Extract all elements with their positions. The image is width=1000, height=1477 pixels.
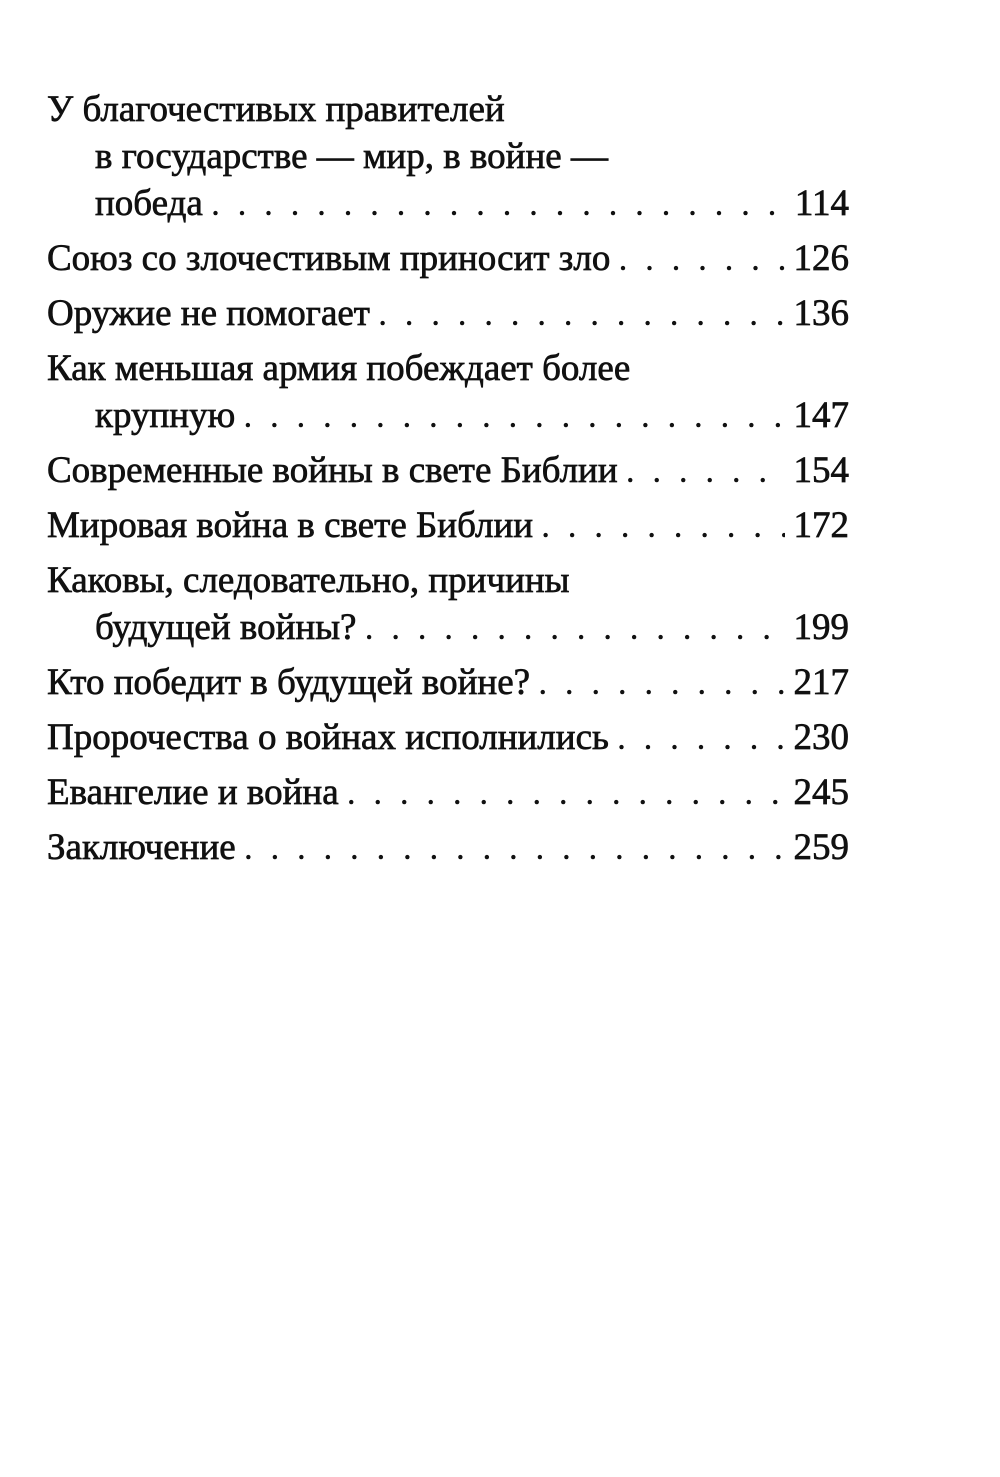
leader-dots [236,824,785,871]
leader-dots [203,180,785,227]
toc-line: Союз со злочестивым приносит зло 126 [47,235,850,282]
toc-entry: У благочестивых правителей в государстве … [47,86,850,227]
toc-entry-title: крупную [95,395,236,437]
toc-line: в государстве — мир, в войне — [47,133,849,180]
toc-entry-title: Каковы, следовательно, причины [47,560,570,602]
toc-line: Пророчества о войнах исполнились 230 [47,714,850,761]
toc-entry-title: Мировая война в свете Библии [47,505,534,547]
toc-entry-title: Союз со злочестивым приносит зло [47,238,611,280]
toc-page-number: 230 [793,717,849,759]
toc-entry: Современные войны в свете Библии 154 [47,447,850,494]
leader-dots [235,392,785,439]
toc-page-number: 172 [793,505,849,547]
table-of-contents: У благочестивых правителей в государстве … [47,86,850,879]
toc-page-number: 154 [793,450,849,492]
toc-page-number: 126 [793,238,849,280]
toc-line: Мировая война в свете Библии 172 [47,502,850,549]
toc-line: победа 114 [47,180,850,227]
toc-entry-title: в государстве — мир, в войне — [95,136,609,178]
toc-entry-title: Оружие не помогает [47,293,371,335]
toc-entry-title: будущей войны? [95,607,357,649]
toc-entry: Оружие не помогает 136 [47,290,850,337]
toc-entry: Союз со злочестивым приносит зло 126 [47,235,850,282]
toc-entry-title: Кто победит в будущей войне? [47,662,531,704]
toc-entry-title: Как меньшая армия побеждает более [47,348,631,390]
toc-entry: Евангелие и война 245 [47,769,850,816]
toc-page-number: 114 [794,183,850,225]
toc-line: Как меньшая армия побеждает более [47,345,849,392]
leader-dots [530,659,785,706]
leader-dots [356,604,785,651]
leader-dots [610,235,785,282]
toc-line: У благочестивых правителей [47,86,849,133]
toc-page-number: 245 [793,772,849,814]
leader-dots [370,290,785,337]
toc-entry: Как меньшая армия побеждает более крупную… [47,345,850,439]
toc-entry-title: Заключение [47,827,236,869]
leader-dots [533,502,785,549]
toc-entry: Мировая война в свете Библии 172 [47,502,850,549]
toc-entry: Заключение 259 [47,824,850,871]
toc-page-number: 259 [793,827,849,869]
toc-line: крупную 147 [47,392,850,439]
toc-line: Оружие не помогает 136 [47,290,850,337]
toc-page-number: 136 [793,293,849,335]
toc-page-number: 147 [793,395,849,437]
toc-page-number: 199 [793,607,849,649]
toc-entry: Пророчества о войнах исполнились 230 [47,714,850,761]
toc-entry-title: Евангелие и война [47,772,339,814]
toc-line: Каковы, следовательно, причины [47,557,849,604]
toc-line: будущей войны? 199 [47,604,850,651]
toc-line: Евангелие и война 245 [47,769,850,816]
leader-dots [609,714,785,761]
toc-entry-title: У благочестивых правителей [47,89,505,131]
toc-page-number: 217 [793,662,849,704]
toc-entry-title: Пророчества о войнах исполнились [47,717,610,759]
toc-entry-title: Современные войны в свете Библии [47,450,618,492]
toc-entry-title: победа [95,183,204,225]
leader-dots [339,769,785,816]
toc-entry: Каковы, следовательно, причины будущей во… [47,557,850,651]
toc-line: Современные войны в свете Библии 154 [47,447,850,494]
toc-entry: Кто победит в будущей войне? 217 [47,659,850,706]
toc-line: Кто победит в будущей войне? 217 [47,659,850,706]
toc-line: Заключение 259 [47,824,850,871]
leader-dots [618,447,785,494]
